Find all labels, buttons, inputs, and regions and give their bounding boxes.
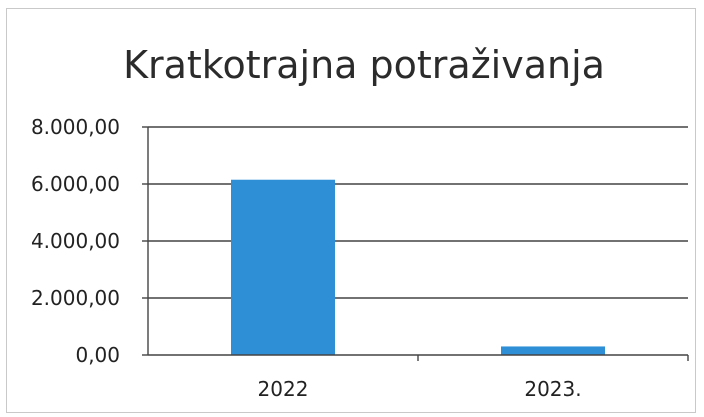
x-tick-label: 2022	[258, 377, 309, 401]
bars	[231, 179, 605, 355]
x-axis-ticks: 2022 2023.	[258, 355, 689, 401]
y-tick-label: 0,00	[75, 343, 120, 367]
gridlines	[148, 126, 688, 299]
chart-title: Kratkotrajna potraživanja	[123, 43, 605, 87]
chart-frame	[6, 8, 696, 413]
y-tick-label: 8.000,00	[31, 115, 120, 139]
y-tick-label: 6.000,00	[31, 172, 120, 196]
bar-2023	[501, 346, 605, 355]
y-tick-label: 4.000,00	[31, 229, 120, 253]
bar-2022	[231, 179, 335, 355]
y-tick-label: 2.000,00	[31, 286, 120, 310]
x-tick-label: 2023.	[524, 377, 581, 401]
y-axis-ticks: 0,00 2.000,00 4.000,00 6.000,00 8.000,00	[31, 115, 148, 367]
